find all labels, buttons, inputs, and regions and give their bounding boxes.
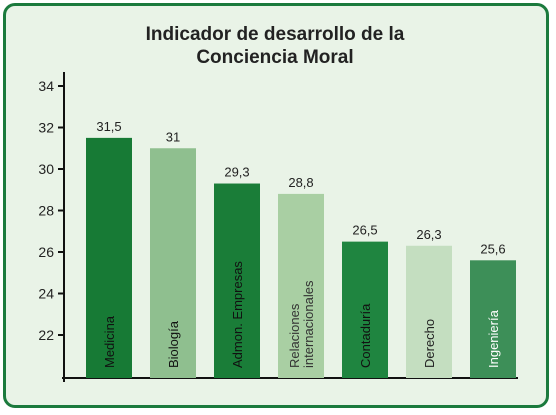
value-label-1: 31 [166,129,180,144]
bar-5 [406,245,452,378]
bar-4 [342,241,388,378]
y-tick-label-28: 28 [38,203,54,219]
value-label-0: 31,5 [96,119,121,134]
category-label-6-line-0: Ingeniería [486,309,501,368]
bar-2 [214,183,260,378]
category-label-5-line-0: Derecho [422,319,437,368]
bar-6 [470,260,516,378]
category-label-1: Biología [166,320,181,368]
chart-title: Indicador de desarrollo de la Conciencia… [6,23,544,69]
category-label-4: Contaduría [358,303,373,368]
bar-0 [86,137,132,378]
y-tick-label-34: 34 [38,78,54,94]
chart-title-line-1: Indicador de desarrollo de la [145,24,405,45]
value-label-2: 29,3 [224,165,249,180]
category-label-0-line-0: Medicina [102,315,117,368]
y-tick-label-32: 32 [38,120,54,136]
category-label-3: Relacionesinternacionales [287,280,316,368]
category-label-0: Medicina [102,315,117,368]
category-label-2: Admon. Empresas [230,261,245,368]
y-tick-label-30: 30 [38,161,54,177]
category-label-3-line-0: Relaciones [287,303,302,368]
value-label-4: 26,5 [352,223,377,238]
category-label-1-line-0: Biología [166,320,181,368]
y-tick-label-24: 24 [38,286,54,302]
y-tick-label-26: 26 [38,244,54,260]
value-label-6: 25,6 [480,241,505,256]
chart-title-line-2: Conciencia Moral [196,47,354,68]
value-label-3: 28,8 [288,175,313,190]
category-label-5: Derecho [422,319,437,368]
bar-3 [278,193,324,378]
bar-1 [150,148,196,378]
category-label-4-line-0: Contaduría [358,303,373,368]
value-label-5: 26,3 [416,227,441,242]
category-label-3-line-1: internacionales [301,280,316,368]
y-tick-label-22: 22 [38,327,54,343]
category-label-2-line-0: Admon. Empresas [230,261,245,368]
category-label-6: Ingeniería [486,309,501,368]
